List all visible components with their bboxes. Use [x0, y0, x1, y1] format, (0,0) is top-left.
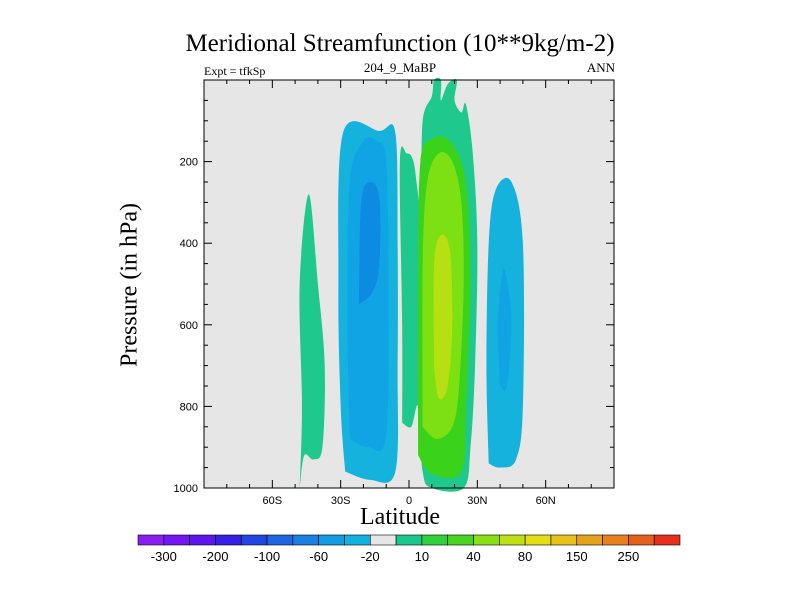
season-label: ANN — [586, 60, 615, 75]
colorbar-swatch — [137, 534, 165, 546]
colorbar-swatch — [344, 534, 371, 546]
colorbar-swatch — [318, 534, 345, 546]
colorbar-swatch — [240, 534, 268, 546]
colorbar-label: 80 — [518, 549, 532, 564]
colorbar-swatch — [266, 534, 294, 546]
x-tick-label: 0 — [406, 495, 412, 507]
x-tick-label: 30N — [467, 495, 487, 507]
colorbar-swatch — [421, 534, 449, 546]
y-tick-label: 600 — [180, 320, 198, 332]
colorbar-swatch — [524, 534, 552, 546]
x-tick-label: 60N — [536, 495, 556, 507]
x-tick-label: 30S — [331, 495, 351, 507]
contour-region-northern-cell-inner — [497, 268, 512, 391]
colorbar-swatch — [395, 534, 423, 546]
colorbar-label: -200 — [202, 549, 228, 564]
colorbar-swatch — [369, 534, 397, 546]
y-tick-label: 400 — [180, 238, 198, 250]
colorbar-label: -300 — [151, 549, 177, 564]
colorbar-label: -20 — [361, 549, 380, 564]
colorbar-swatch — [628, 534, 655, 546]
colorbar-swatch — [215, 534, 242, 546]
colorbar-swatch — [473, 534, 500, 546]
contour-region-southern-cell-core — [358, 181, 381, 305]
contour-region-tropical-cell-core — [433, 234, 453, 400]
colorbar-swatch — [447, 534, 474, 546]
chart-title: Meridional Streamfunction (10**9kg/m-2) — [185, 30, 615, 57]
run-label: 204_9_MaBP — [363, 60, 437, 75]
colorbar-swatch — [163, 534, 190, 546]
y-tick-label: 200 — [180, 157, 198, 169]
colorbar-label: 250 — [618, 549, 640, 564]
y-tick-label: 1000 — [174, 483, 198, 495]
colorbar-label: 150 — [566, 549, 588, 564]
colorbar-swatch — [653, 534, 681, 546]
colorbar-label: -100 — [254, 549, 280, 564]
colorbar-swatch — [292, 534, 319, 546]
colorbar-swatch — [576, 534, 603, 546]
colorbar-label: -60 — [309, 549, 328, 564]
contour-region-southern-midlat-positive — [299, 194, 325, 489]
x-tick-label: 60S — [263, 495, 283, 507]
colorbar-swatch — [550, 534, 578, 546]
colorbar-swatch — [499, 534, 526, 546]
x-axis-label: Latitude — [360, 504, 440, 530]
colorbar-label: 10 — [415, 549, 429, 564]
y-tick-label: 800 — [180, 401, 198, 413]
colorbar-label: 40 — [466, 549, 480, 564]
colorbar-swatch — [602, 534, 629, 546]
colorbar-swatch — [189, 534, 216, 546]
experiment-label: Expt = tfkSp — [204, 64, 266, 78]
